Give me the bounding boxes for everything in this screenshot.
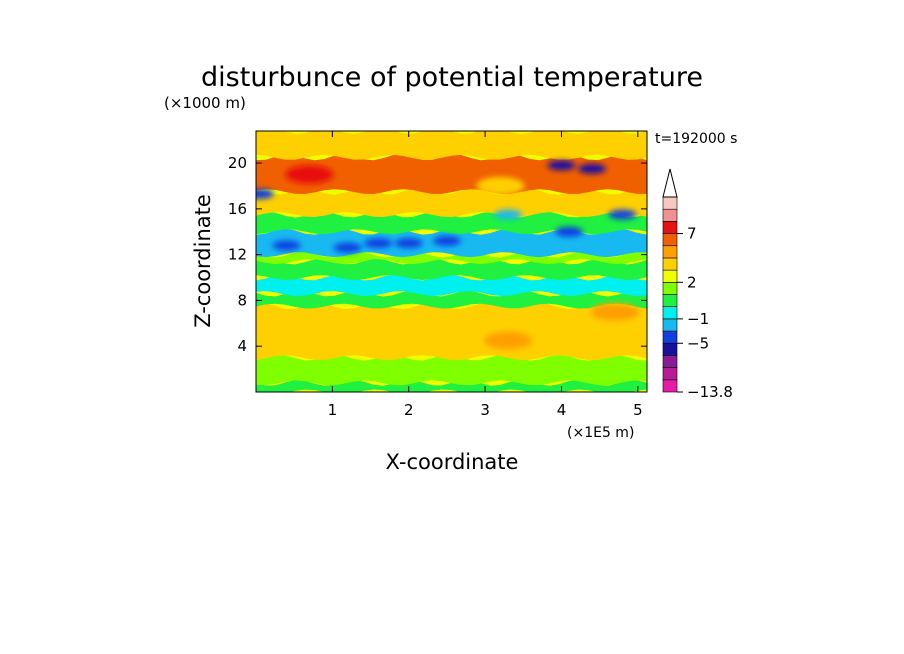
temperature-band [256, 188, 647, 217]
colorbar-extend-arrow [662, 168, 678, 198]
colorbar-swatch [662, 367, 678, 381]
colorbar-swatch [662, 269, 678, 283]
colorbar-label: −5 [687, 334, 709, 352]
temperature-band [256, 290, 647, 309]
chart-title: disturbunce of potential temperature [201, 62, 703, 93]
cold-anomaly [432, 235, 461, 246]
cold-anomaly [333, 242, 362, 253]
plot-area [256, 131, 647, 392]
colorbar-swatch [662, 245, 678, 259]
y-axis-label: Z-coordinate [191, 194, 215, 328]
cold-anomaly [494, 209, 523, 220]
x-axis: 1 2 3 4 5 [328, 131, 643, 419]
cold-anomaly [394, 238, 423, 249]
cold-anomaly [578, 163, 607, 174]
warm-anomaly [590, 302, 639, 321]
cold-anomaly [256, 188, 274, 199]
x-tick-label: 4 [557, 401, 567, 419]
cold-anomaly [364, 238, 393, 249]
plot-frame [255, 130, 648, 393]
warm-anomaly [285, 165, 334, 184]
colorbar-swatch [662, 306, 678, 320]
colorbar-swatch [662, 330, 678, 344]
temperature-band [256, 303, 647, 360]
time-label: t=192000 s [655, 131, 737, 147]
x-tick-label: 3 [480, 401, 490, 419]
colorbar-swatch [662, 318, 678, 332]
y-tick-label: 20 [228, 154, 247, 172]
x-tick-label: 2 [404, 401, 414, 419]
y-tick-label: 12 [228, 246, 247, 264]
cold-anomaly [547, 160, 576, 171]
y-unit-label: (×1000 m) [164, 94, 246, 112]
colorbar-swatch [662, 379, 678, 393]
y-axis: 4 8 12 16 20 [228, 154, 647, 355]
colorbar-swatch [662, 208, 678, 222]
colorbar-swatch [662, 233, 678, 247]
x-tick-label: 1 [328, 401, 338, 419]
temperature-cells [256, 160, 639, 350]
colorbar-swatch [662, 196, 678, 210]
warm-anomaly [476, 176, 525, 195]
x-unit-label: (×1E5 m) [567, 425, 634, 441]
x-axis-label: X-coordinate [386, 450, 519, 474]
cold-anomaly [272, 240, 301, 251]
cold-anomaly [608, 209, 637, 220]
colorbar-swatch [662, 294, 678, 307]
temperature-band [256, 354, 647, 386]
colorbar: 7 2 −1 −5 −13.8 [662, 168, 733, 401]
colorbar-swatch [662, 282, 678, 295]
colorbar-swatch [662, 257, 678, 271]
colorbar-label: 2 [687, 273, 697, 291]
colorbar-swatch [662, 221, 678, 234]
colorbar-label: −13.8 [687, 383, 733, 401]
warm-anomaly [484, 331, 533, 350]
temperature-band [256, 379, 647, 392]
x-tick-label: 5 [633, 401, 643, 419]
y-tick-label: 4 [237, 337, 247, 355]
colorbar-swatch [662, 342, 678, 356]
colorbar-swatch [662, 355, 678, 368]
colorbar-label: 7 [687, 225, 697, 243]
temperature-band [256, 131, 647, 160]
temperature-band [256, 251, 647, 264]
y-tick-label: 16 [228, 200, 247, 218]
temperature-band [256, 211, 647, 235]
temperature-bands [256, 131, 647, 392]
colorbar-label: −1 [687, 310, 709, 328]
cold-anomaly [555, 226, 584, 237]
y-tick-label: 8 [237, 291, 247, 309]
